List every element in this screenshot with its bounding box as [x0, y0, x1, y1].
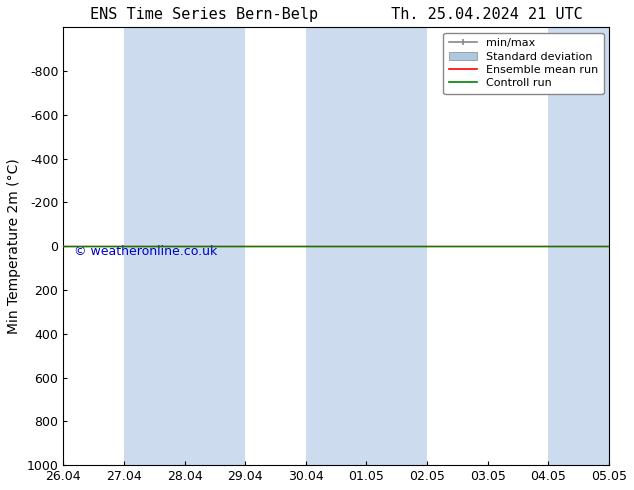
Title: ENS Time Series Bern-Belp        Th. 25.04.2024 21 UTC: ENS Time Series Bern-Belp Th. 25.04.2024… [90, 7, 583, 22]
Y-axis label: Min Temperature 2m (°C): Min Temperature 2m (°C) [7, 158, 21, 334]
Bar [548, 27, 634, 465]
Bar [306, 27, 427, 465]
Text: © weatheronline.co.uk: © weatheronline.co.uk [74, 245, 217, 258]
Bar [124, 27, 245, 465]
Legend: min/max, Standard deviation, Ensemble mean run, Controll run: min/max, Standard deviation, Ensemble me… [443, 33, 604, 94]
